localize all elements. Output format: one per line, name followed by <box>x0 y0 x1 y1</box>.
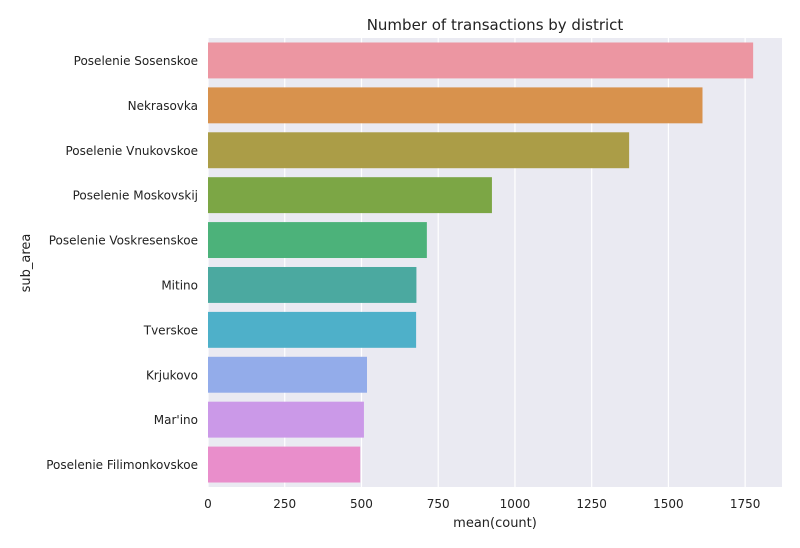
x-tick-label: 1500 <box>653 497 684 511</box>
bar <box>208 401 364 438</box>
y-tick-label: Poselenie Moskovskij <box>73 189 198 203</box>
bar <box>208 446 361 483</box>
x-tick-label: 500 <box>350 497 373 511</box>
y-tick-label: Poselenie Voskresenskoe <box>49 234 198 248</box>
bar <box>208 177 492 214</box>
y-tick-label: Mitino <box>161 278 198 292</box>
x-axis-ticks: 0 250 500 750 1000 1250 1500 1750 <box>204 497 760 511</box>
bar <box>208 42 754 79</box>
chart-title: Number of transactions by district <box>367 16 624 34</box>
x-tick-label: 1000 <box>500 497 531 511</box>
bar <box>208 356 368 393</box>
x-tick-label: 1250 <box>576 497 607 511</box>
bar <box>208 266 417 303</box>
bar <box>208 222 427 259</box>
x-tick-label: 250 <box>273 497 296 511</box>
y-tick-label: Krjukovo <box>146 368 198 382</box>
y-tick-label: Tverskoe <box>143 323 198 337</box>
x-axis-label: mean(count) <box>453 516 537 531</box>
x-tick-label: 750 <box>427 497 450 511</box>
y-tick-label: Poselenie Filimonkovskoe <box>46 458 198 472</box>
y-tick-label: Poselenie Sosenskoe <box>74 54 198 68</box>
y-tick-label: Poselenie Vnukovskoe <box>65 144 198 158</box>
y-tick-label: Mar'ino <box>154 413 198 427</box>
y-tick-label: Nekrasovka <box>128 99 198 113</box>
x-tick-label: 0 <box>204 497 212 511</box>
x-tick-label: 1750 <box>730 497 761 511</box>
bar <box>208 132 630 169</box>
bar <box>208 311 417 348</box>
bar <box>208 87 703 124</box>
bars <box>208 42 754 483</box>
y-axis-ticks: Poselenie Sosenskoe Nekrasovka Poselenie V… <box>46 54 198 472</box>
y-axis-label: sub_area <box>19 234 34 293</box>
